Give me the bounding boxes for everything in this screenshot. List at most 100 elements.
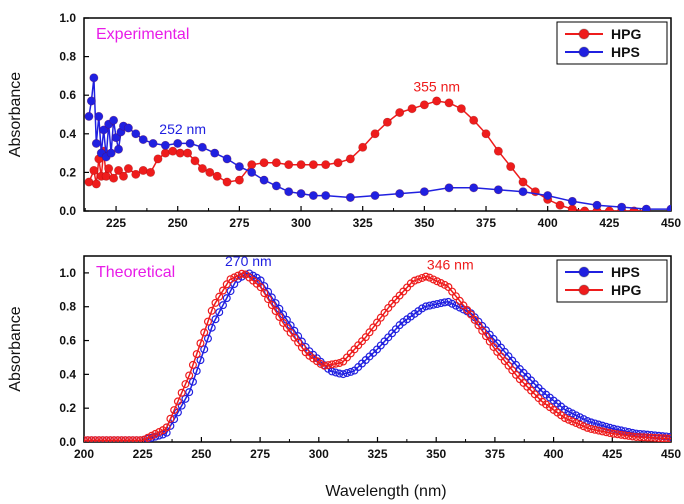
data-point <box>84 177 94 187</box>
x-tick-label: 325 <box>367 447 387 461</box>
x-tick-label: 275 <box>229 216 249 230</box>
data-point <box>247 160 257 170</box>
data-point <box>421 302 430 311</box>
data-point <box>271 299 280 308</box>
data-point <box>335 359 344 368</box>
data-point <box>602 428 611 437</box>
data-point <box>617 202 627 211</box>
data-point <box>429 300 438 309</box>
data-point <box>173 397 182 406</box>
data-point <box>140 435 149 442</box>
data-point <box>271 158 281 168</box>
data-point <box>294 338 303 347</box>
data-point <box>342 369 351 378</box>
data-point <box>555 200 565 210</box>
data-point <box>188 360 197 369</box>
data-point <box>114 165 124 175</box>
data-point <box>200 328 209 337</box>
data-point <box>185 371 194 380</box>
y-tick-label: 0.2 <box>59 401 76 415</box>
data-point <box>598 427 607 436</box>
data-point <box>166 414 175 423</box>
x-tick-label: 400 <box>538 216 558 230</box>
peak-annotation: 252 nm <box>159 121 206 137</box>
data-point <box>275 312 284 321</box>
x-tick-label: 450 <box>661 216 681 230</box>
data-point <box>123 164 133 174</box>
legend-swatch-marker <box>578 284 590 296</box>
data-point <box>106 148 116 158</box>
data-point <box>95 436 104 442</box>
data-point <box>485 337 494 346</box>
data-point <box>155 428 164 437</box>
data-point <box>188 377 197 386</box>
data-point <box>481 129 491 139</box>
data-point <box>639 433 648 442</box>
data-point <box>284 187 294 197</box>
data-point <box>260 289 269 298</box>
y-tick-label: 1.0 <box>59 11 76 25</box>
data-point <box>382 117 392 127</box>
peak-annotation: 346 nm <box>427 257 474 273</box>
data-point <box>587 424 596 433</box>
data-point <box>331 359 340 368</box>
data-point <box>560 413 569 422</box>
data-point <box>111 133 121 143</box>
data-point <box>327 360 336 369</box>
data-point <box>106 436 115 442</box>
data-point <box>395 189 405 199</box>
data-point <box>594 420 603 429</box>
data-point <box>210 148 220 158</box>
data-point <box>590 425 599 434</box>
data-point <box>636 433 645 442</box>
data-point <box>290 333 299 342</box>
x-tick-label: 375 <box>476 216 496 230</box>
x-tick-label: 275 <box>250 447 270 461</box>
data-point <box>98 436 107 442</box>
data-point <box>469 183 479 193</box>
data-point <box>429 275 438 284</box>
data-point <box>296 160 306 170</box>
x-tick-label: 225 <box>106 216 126 230</box>
data-point <box>414 275 423 284</box>
series-hpg <box>84 96 651 211</box>
x-axis-title: Wavelength (nm) <box>325 483 446 500</box>
data-point <box>568 409 577 418</box>
data-point <box>94 111 104 121</box>
data-point <box>205 167 215 177</box>
data-point <box>284 160 294 170</box>
data-point <box>118 171 128 181</box>
data-point <box>185 388 194 397</box>
data-point <box>203 334 212 343</box>
data-point <box>647 433 656 442</box>
data-point <box>568 417 577 426</box>
data-point <box>395 108 405 118</box>
data-point <box>572 418 581 427</box>
data-point <box>160 140 170 150</box>
data-point <box>609 429 618 438</box>
data-point <box>308 160 318 170</box>
data-point <box>324 361 333 370</box>
data-point <box>183 148 193 158</box>
data-point <box>407 104 417 114</box>
data-point <box>203 317 212 326</box>
x-tick-label: 400 <box>544 447 564 461</box>
data-point <box>580 206 590 211</box>
data-point <box>138 165 148 175</box>
data-point <box>84 111 94 121</box>
data-point <box>321 191 331 201</box>
data-point <box>489 342 498 351</box>
data-point <box>425 273 434 282</box>
data-point <box>474 321 483 330</box>
data-point <box>104 164 114 174</box>
data-point <box>197 142 207 152</box>
data-point <box>259 158 269 168</box>
y-tick-label: 0.0 <box>59 204 76 218</box>
data-point <box>316 359 325 368</box>
data-point <box>543 191 553 201</box>
data-point <box>658 434 667 442</box>
data-point <box>160 148 170 158</box>
data-point <box>185 138 195 148</box>
data-point <box>196 339 205 348</box>
y-axis-title: Absorbance <box>7 72 24 157</box>
